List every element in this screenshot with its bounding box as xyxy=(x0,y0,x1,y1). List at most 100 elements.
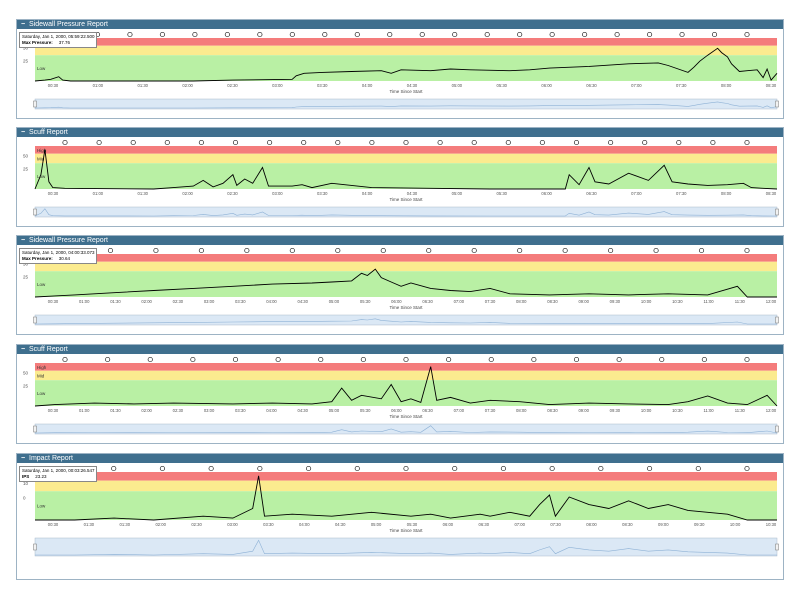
event-marker-icon[interactable] xyxy=(437,139,443,146)
event-marker-icon[interactable] xyxy=(380,247,386,254)
navigator-right-handle[interactable] xyxy=(775,543,779,551)
event-marker-icon[interactable] xyxy=(471,247,477,254)
navigator-right-handle[interactable] xyxy=(775,100,779,108)
event-marker-icon[interactable] xyxy=(127,31,133,38)
event-marker-icon[interactable] xyxy=(647,465,653,472)
event-marker-icon[interactable] xyxy=(369,139,375,146)
event-marker-icon[interactable] xyxy=(573,139,580,146)
event-marker-icon[interactable] xyxy=(616,356,622,363)
event-marker-icon[interactable] xyxy=(676,139,682,146)
collapse-toggle-icon[interactable]: − xyxy=(21,129,26,136)
event-marker-icon[interactable] xyxy=(360,356,366,363)
event-marker-icon[interactable] xyxy=(647,31,653,38)
event-marker-icon[interactable] xyxy=(335,247,341,254)
collapse-toggle-icon[interactable]: − xyxy=(21,237,26,244)
event-marker-icon[interactable] xyxy=(62,139,68,146)
event-marker-icon[interactable] xyxy=(354,31,360,38)
event-marker-icon[interactable] xyxy=(130,139,136,146)
navigator-left-handle[interactable] xyxy=(33,208,37,216)
event-marker-icon[interactable] xyxy=(710,139,716,146)
event-marker-icon[interactable] xyxy=(679,31,685,38)
event-marker-icon[interactable] xyxy=(744,139,750,146)
event-marker-icon[interactable] xyxy=(387,31,393,38)
event-marker-icon[interactable] xyxy=(642,139,648,146)
event-marker-icon[interactable] xyxy=(531,356,537,363)
navigator-left-handle[interactable] xyxy=(33,425,37,433)
event-marker-icon[interactable] xyxy=(608,247,614,254)
event-marker-icon[interactable] xyxy=(614,31,620,38)
event-marker-icon[interactable] xyxy=(198,247,204,254)
event-marker-icon[interactable] xyxy=(318,356,324,363)
event-marker-icon[interactable] xyxy=(573,356,580,363)
navigator-left-handle[interactable] xyxy=(33,316,37,324)
event-marker-icon[interactable] xyxy=(275,356,281,363)
event-marker-icon[interactable] xyxy=(232,356,239,363)
event-marker-icon[interactable] xyxy=(198,139,204,146)
navigator-right-handle[interactable] xyxy=(775,316,779,324)
collapse-toggle-icon[interactable]: − xyxy=(21,21,26,28)
event-marker-icon[interactable] xyxy=(471,139,477,146)
event-marker-icon[interactable] xyxy=(488,356,494,363)
event-marker-icon[interactable] xyxy=(653,247,659,254)
event-marker-icon[interactable] xyxy=(419,31,425,38)
event-marker-icon[interactable] xyxy=(111,465,117,472)
navigator-right-handle[interactable] xyxy=(775,425,779,433)
event-marker-icon[interactable] xyxy=(426,247,432,254)
event-marker-icon[interactable] xyxy=(289,247,295,254)
event-marker-icon[interactable] xyxy=(549,465,555,472)
event-marker-icon[interactable] xyxy=(244,247,250,254)
range-navigator[interactable] xyxy=(34,98,778,110)
collapse-toggle-icon[interactable]: − xyxy=(21,455,26,462)
event-marker-icon[interactable] xyxy=(403,139,409,146)
event-marker-icon[interactable] xyxy=(147,356,153,363)
event-marker-icon[interactable] xyxy=(744,247,750,254)
event-marker-icon[interactable] xyxy=(403,356,409,363)
event-marker-icon[interactable] xyxy=(517,247,523,254)
collapse-toggle-icon[interactable]: − xyxy=(21,346,26,353)
event-marker-icon[interactable] xyxy=(208,465,214,472)
event-marker-icon[interactable] xyxy=(159,465,165,472)
event-marker-icon[interactable] xyxy=(267,139,273,146)
event-marker-icon[interactable] xyxy=(301,139,307,146)
event-marker-icon[interactable] xyxy=(153,247,159,254)
event-marker-icon[interactable] xyxy=(164,139,170,146)
event-marker-icon[interactable] xyxy=(446,356,452,363)
event-marker-icon[interactable] xyxy=(517,31,523,38)
event-marker-icon[interactable] xyxy=(582,31,588,38)
event-marker-icon[interactable] xyxy=(539,139,545,146)
event-marker-icon[interactable] xyxy=(484,31,490,38)
event-marker-icon[interactable] xyxy=(452,465,458,472)
event-marker-icon[interactable] xyxy=(744,465,750,472)
event-marker-icon[interactable] xyxy=(698,247,705,254)
event-marker-icon[interactable] xyxy=(403,465,409,472)
event-marker-icon[interactable] xyxy=(598,465,604,472)
event-marker-icon[interactable] xyxy=(224,31,230,38)
event-marker-icon[interactable] xyxy=(322,31,328,38)
event-marker-icon[interactable] xyxy=(711,31,718,38)
event-marker-icon[interactable] xyxy=(562,247,568,254)
navigator-left-handle[interactable] xyxy=(33,543,37,551)
event-marker-icon[interactable] xyxy=(505,139,511,146)
event-marker-icon[interactable] xyxy=(159,31,165,38)
navigator-right-handle[interactable] xyxy=(775,208,779,216)
event-marker-icon[interactable] xyxy=(659,356,665,363)
event-marker-icon[interactable] xyxy=(105,356,111,363)
event-marker-icon[interactable] xyxy=(695,465,701,472)
navigator-left-handle[interactable] xyxy=(33,100,37,108)
event-marker-icon[interactable] xyxy=(500,465,506,472)
event-marker-icon[interactable] xyxy=(62,356,68,363)
event-marker-icon[interactable] xyxy=(306,465,312,472)
event-marker-icon[interactable] xyxy=(744,31,750,38)
event-marker-icon[interactable] xyxy=(701,356,707,363)
event-marker-icon[interactable] xyxy=(549,31,555,38)
event-marker-icon[interactable] xyxy=(107,247,114,254)
event-marker-icon[interactable] xyxy=(608,139,614,146)
event-marker-icon[interactable] xyxy=(335,139,341,146)
event-marker-icon[interactable] xyxy=(232,139,239,146)
event-marker-icon[interactable] xyxy=(452,31,458,38)
event-marker-icon[interactable] xyxy=(354,465,360,472)
event-marker-icon[interactable] xyxy=(190,356,196,363)
event-marker-icon[interactable] xyxy=(257,465,263,472)
event-marker-icon[interactable] xyxy=(744,356,750,363)
event-marker-icon[interactable] xyxy=(257,31,263,38)
